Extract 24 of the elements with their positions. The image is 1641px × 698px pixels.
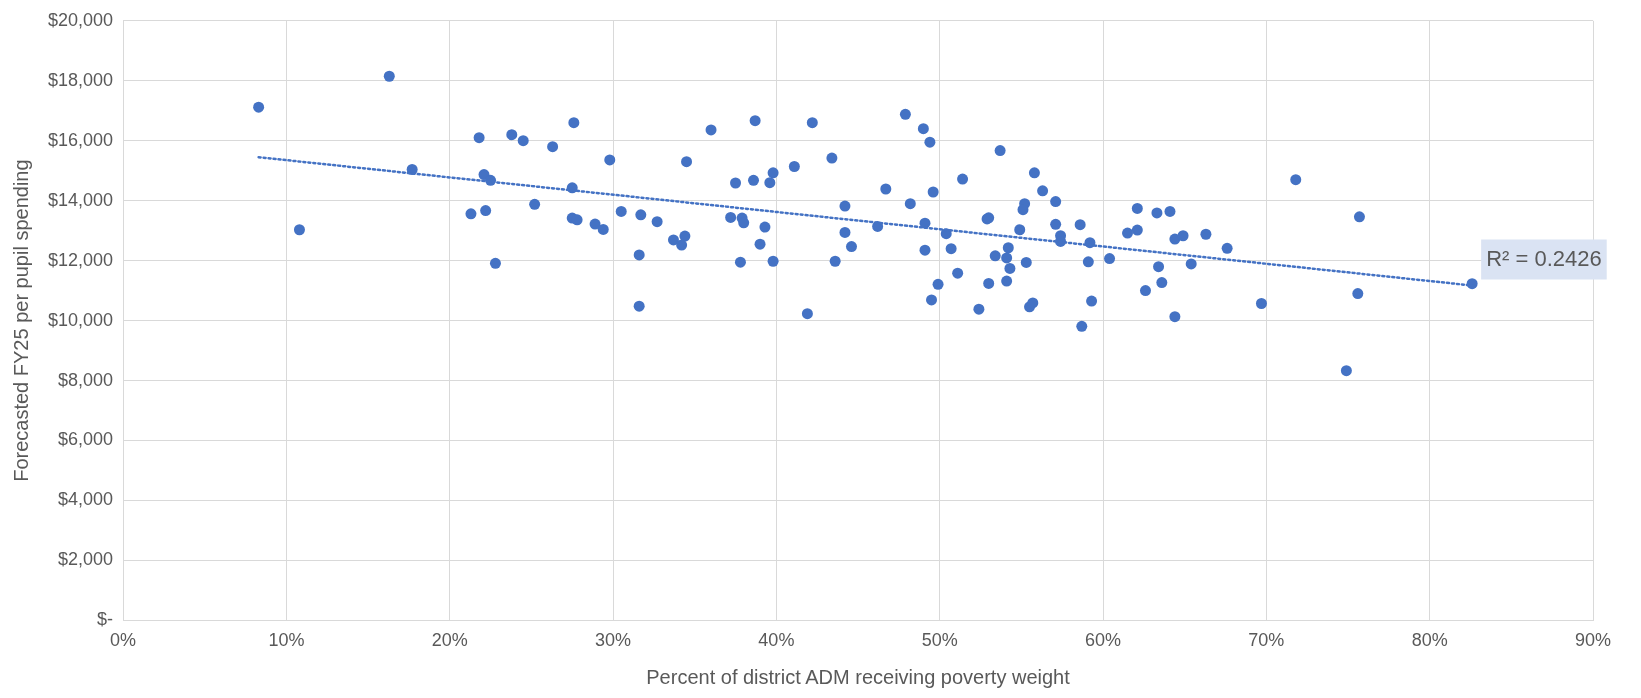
- y-tick-label: $14,000: [47, 189, 114, 210]
- x-tick-label: 20%: [431, 630, 468, 651]
- x-tick-label: 70%: [1248, 630, 1285, 651]
- y-tick-label: $-: [97, 609, 114, 630]
- x-tick-label: 0%: [110, 630, 137, 651]
- y-tick-label: $4,000: [58, 489, 114, 510]
- y-tick-label: $8,000: [58, 369, 114, 390]
- y-tick-label: $2,000: [58, 549, 114, 570]
- y-tick-label: $10,000: [47, 309, 114, 330]
- y-tick-label: $6,000: [58, 429, 114, 450]
- x-tick-label: 30%: [595, 630, 632, 651]
- y-tick-label: $16,000: [47, 129, 114, 150]
- x-tick-label: 80%: [1411, 630, 1448, 651]
- x-tick-label: 40%: [758, 630, 795, 651]
- x-tick-label: 50%: [921, 630, 958, 651]
- y-tick-label: $12,000: [47, 249, 114, 270]
- y-axis-title: Forecasted FY25 per pupil spending: [9, 159, 32, 482]
- x-axis-title: Percent of district ADM receiving poverty weight: [646, 665, 1071, 688]
- x-tick-label: 60%: [1085, 630, 1122, 651]
- annotation: R² = 0.2426: [1486, 245, 1602, 271]
- x-tick-label: 10%: [268, 630, 305, 651]
- x-tick-label: 90%: [1574, 630, 1612, 651]
- y-tick-label: $18,000: [47, 69, 114, 90]
- y-tick-label: $20,000: [47, 9, 114, 30]
